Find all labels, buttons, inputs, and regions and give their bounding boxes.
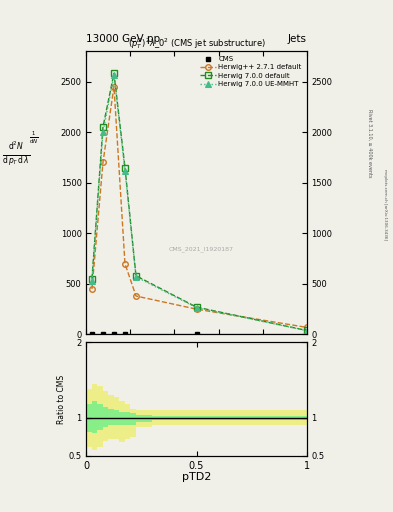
Text: $\mathrm{d}^2N$
$\overline{\mathrm{d}\,p_T\,\mathrm{d}\,\lambda}$: $\mathrm{d}^2N$ $\overline{\mathrm{d}\,p… [2,139,30,168]
Herwig 7.0.0 default [134,273,138,279]
CMS [123,331,127,337]
Text: Rivet 3.1.10, ≥ 400k events: Rivet 3.1.10, ≥ 400k events [367,109,372,178]
Text: mcplots.cern.ch [arXiv:1306.3436]: mcplots.cern.ch [arXiv:1306.3436] [383,169,387,240]
Legend: CMS, Herwig++ 2.7.1 default, Herwig 7.0.0 default, Herwig 7.0.0 UE-MMHT: CMS, Herwig++ 2.7.1 default, Herwig 7.0.… [199,55,303,89]
Line: CMS: CMS [90,332,199,337]
Herwig 7.0.0 UE-MMHT [123,167,127,174]
CMS [112,331,116,337]
CMS [101,331,105,337]
Line: Herwig++ 2.7.1 default: Herwig++ 2.7.1 default [89,84,309,330]
Herwig 7.0.0 default [194,304,199,310]
Herwig 7.0.0 UE-MMHT [194,305,199,311]
Herwig 7.0.0 UE-MMHT [134,274,138,280]
Herwig 7.0.0 default [304,327,309,333]
Herwig 7.0.0 default [123,164,127,170]
Herwig 7.0.0 default [101,124,105,130]
Herwig 7.0.0 UE-MMHT [112,72,116,78]
Line: Herwig 7.0.0 default: Herwig 7.0.0 default [89,71,309,333]
Herwig++ 2.7.1 default [134,293,138,299]
Herwig++ 2.7.1 default [304,324,309,330]
Herwig 7.0.0 default [90,276,94,282]
CMS [194,331,199,337]
Herwig++ 2.7.1 default [101,159,105,165]
Y-axis label: Ratio to CMS: Ratio to CMS [57,374,66,423]
X-axis label: pTD2: pTD2 [182,472,211,482]
Line: Herwig 7.0.0 UE-MMHT: Herwig 7.0.0 UE-MMHT [89,73,309,333]
CMS [90,331,94,337]
Herwig++ 2.7.1 default [112,83,116,90]
Herwig 7.0.0 UE-MMHT [90,278,94,284]
Herwig 7.0.0 UE-MMHT [304,328,309,334]
Text: 13000 GeV pp: 13000 GeV pp [86,33,161,44]
Herwig 7.0.0 UE-MMHT [101,129,105,135]
Herwig 7.0.0 default [112,70,116,76]
Herwig++ 2.7.1 default [90,286,94,292]
Text: Jets: Jets [288,33,307,44]
Herwig++ 2.7.1 default [194,306,199,312]
Text: CMS_2021_I1920187: CMS_2021_I1920187 [169,247,233,252]
Title: $(p_T^D)^2\lambda\_0^2$ (CMS jet substructure): $(p_T^D)^2\lambda\_0^2$ (CMS jet substru… [128,36,265,51]
Herwig++ 2.7.1 default [123,261,127,267]
Text: $\frac{1}{\mathrm{d}N}$: $\frac{1}{\mathrm{d}N}$ [29,130,38,146]
